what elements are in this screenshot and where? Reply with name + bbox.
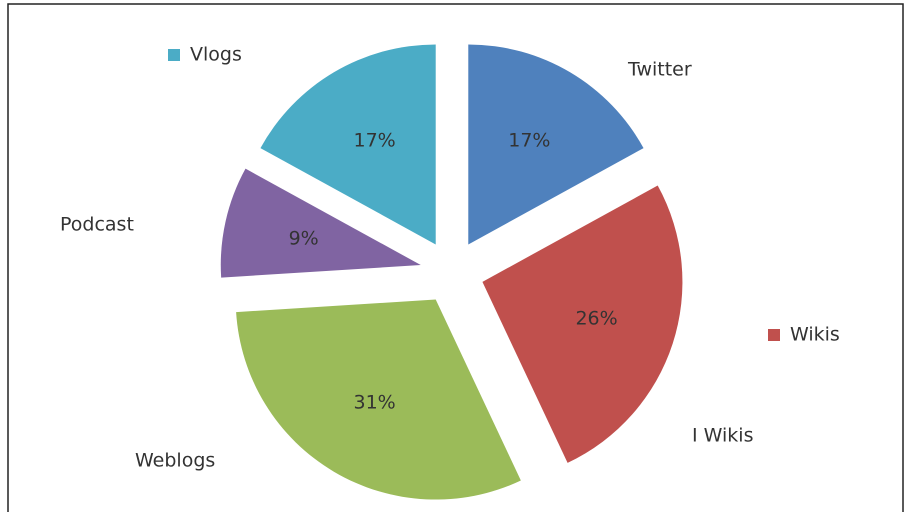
pie-slice xyxy=(220,168,421,278)
pie-slice xyxy=(236,299,521,500)
pie-slice xyxy=(468,44,644,245)
value-label: 17% xyxy=(354,130,396,152)
category-label: Podcast xyxy=(60,214,134,236)
pie-slice xyxy=(260,44,436,245)
category-label: Wikis xyxy=(790,324,840,346)
value-label: 26% xyxy=(575,307,617,329)
frame xyxy=(7,3,904,512)
category-label: Weblogs xyxy=(135,450,215,472)
value-label: 31% xyxy=(354,391,396,413)
category-label: Twitter xyxy=(627,59,692,81)
value-label: 9% xyxy=(289,227,319,249)
value-label: 17% xyxy=(508,130,550,152)
annotation: I Wikis xyxy=(692,425,753,447)
legend-marker xyxy=(168,49,180,61)
category-label: Vlogs xyxy=(190,44,242,66)
pie-slice xyxy=(482,185,683,463)
legend-marker xyxy=(768,329,780,341)
